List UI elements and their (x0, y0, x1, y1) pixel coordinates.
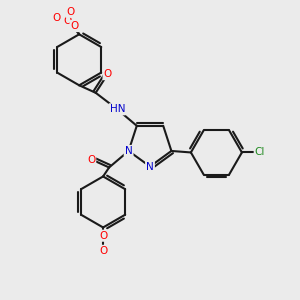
Text: HN: HN (110, 104, 125, 114)
Text: O: O (70, 21, 79, 31)
Text: O: O (103, 69, 112, 79)
Text: O: O (66, 8, 74, 17)
Text: O: O (52, 14, 61, 23)
Text: O: O (99, 246, 107, 256)
Text: O: O (99, 231, 107, 241)
Text: O: O (64, 16, 72, 26)
Text: N: N (125, 146, 133, 156)
Text: Cl: Cl (255, 148, 265, 158)
Text: O: O (87, 155, 95, 165)
Text: O: O (68, 20, 76, 29)
Text: N: N (146, 161, 154, 172)
